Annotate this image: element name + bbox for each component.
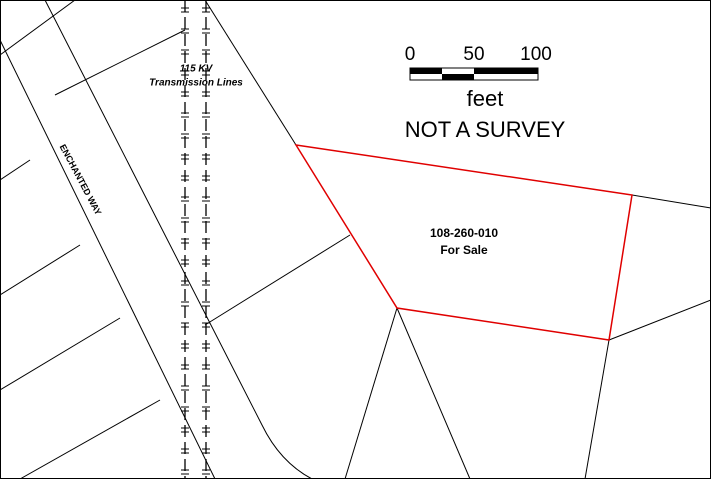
- subject-parcel: [294, 144, 633, 341]
- transmission-label: Transmission Lines: [149, 78, 243, 89]
- road-edge: [44, 0, 313, 479]
- scale-tick-label: 100: [520, 44, 552, 65]
- transmission-ticks: [181, 7, 210, 475]
- parcel-id: 108-260-010: [430, 226, 498, 240]
- scale-bar: [409, 67, 539, 81]
- scale-tick-label: 0: [405, 44, 416, 65]
- parcel-status: For Sale: [440, 243, 488, 257]
- scale-unit: feet: [467, 86, 504, 111]
- road-edge: [0, 39, 216, 479]
- scale-tick-label: 50: [463, 44, 484, 65]
- disclaimer: NOT A SURVEY: [405, 117, 566, 142]
- transmission-label: 115 KV: [180, 64, 214, 75]
